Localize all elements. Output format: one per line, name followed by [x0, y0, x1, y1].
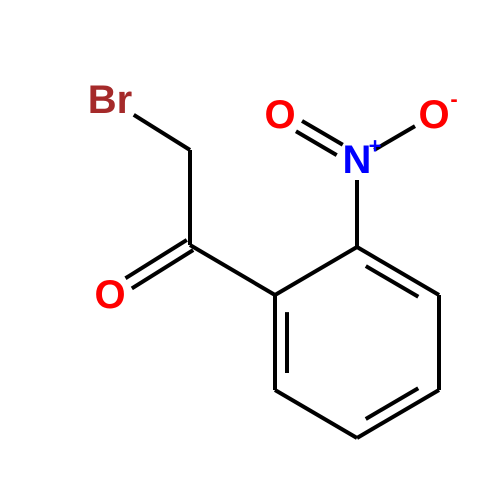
- bond: [302, 121, 343, 145]
- ring-double-bond: [366, 388, 418, 419]
- atom-Br: Br: [88, 78, 132, 122]
- charge: -: [450, 87, 457, 112]
- atom-O: O: [94, 273, 125, 317]
- bond: [296, 131, 337, 155]
- bond: [357, 247, 439, 295]
- bond: [275, 247, 357, 295]
- bond: [275, 390, 357, 438]
- ring-double-bond: [366, 266, 418, 297]
- charge: +: [369, 134, 382, 159]
- bond: [134, 115, 190, 150]
- bond: [190, 245, 275, 295]
- bond: [357, 390, 439, 438]
- atom-O: O: [418, 93, 449, 137]
- molecule-diagram: Br O N O O + -: [0, 0, 500, 500]
- atom-O: O: [264, 93, 295, 137]
- atom-N: N: [343, 138, 372, 182]
